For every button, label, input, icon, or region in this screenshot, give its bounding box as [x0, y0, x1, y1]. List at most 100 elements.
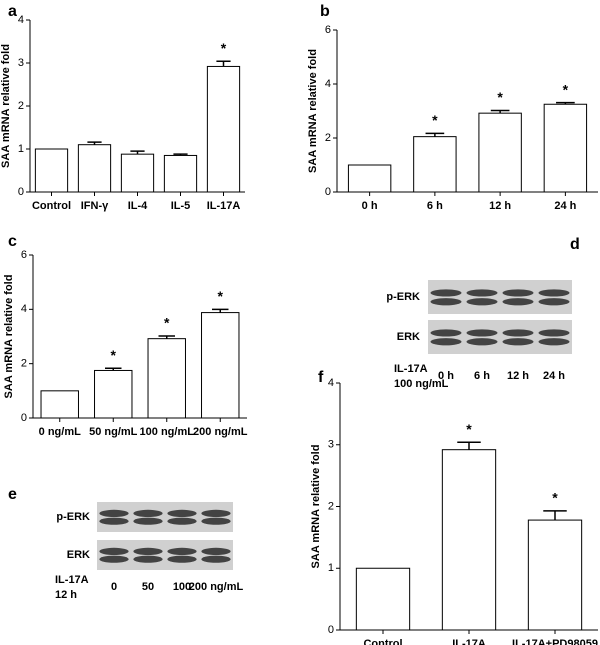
- significance-marker: *: [563, 81, 569, 97]
- blot-band: [99, 555, 129, 563]
- treatment-label: 12 h: [55, 589, 77, 601]
- panel-label: d: [570, 236, 580, 253]
- y-tick-label: 4: [325, 78, 331, 90]
- blot-band: [201, 547, 231, 556]
- y-tick-label: 4: [328, 377, 334, 389]
- x-tick-label: 0 h: [362, 200, 378, 212]
- y-tick-label: 1: [18, 143, 24, 155]
- blot-band: [538, 289, 570, 297]
- blot-band: [466, 289, 498, 297]
- blot-membrane: [428, 320, 572, 354]
- error-bar: [490, 109, 510, 114]
- blot-band: [99, 509, 129, 517]
- blot-band: [502, 329, 534, 337]
- error-bar: [158, 335, 175, 339]
- bar: [355, 567, 411, 631]
- y-axis-label: SAA mRNA relative fold: [0, 44, 12, 168]
- blot-band: [99, 547, 129, 556]
- blot-band: [502, 289, 534, 297]
- bar: [347, 164, 392, 193]
- error-bar: [216, 60, 231, 67]
- x-tick-label: IL-17A: [207, 200, 241, 212]
- x-tick-label: Control: [32, 200, 71, 212]
- lane-label: 24 h: [543, 370, 565, 382]
- bar: [201, 312, 240, 419]
- bar: [34, 148, 69, 193]
- y-axis-label: SAA mRNA relative fold: [310, 445, 322, 569]
- significance-marker: *: [432, 112, 438, 128]
- blot-row-label: ERK: [67, 549, 90, 561]
- bar: [206, 65, 241, 193]
- blot-band: [466, 338, 498, 346]
- blot-band: [430, 289, 462, 297]
- error-bar: [556, 101, 575, 105]
- significance-marker: *: [466, 421, 472, 437]
- blot-band: [133, 555, 163, 563]
- y-tick-label: 3: [328, 439, 334, 451]
- bar: [77, 144, 112, 193]
- panel-label: b: [320, 3, 330, 20]
- y-tick-label: 0: [18, 186, 24, 198]
- bar: [40, 390, 79, 419]
- significance-marker: *: [497, 89, 503, 105]
- blot-band: [466, 298, 498, 306]
- blot-band: [133, 547, 163, 556]
- y-tick-label: 3: [18, 57, 24, 69]
- bar: [147, 338, 186, 419]
- blot-band: [430, 298, 462, 306]
- blot-band: [133, 517, 163, 525]
- lane-label: 6 h: [474, 370, 490, 382]
- blot-band: [167, 509, 197, 517]
- blot-band: [201, 509, 231, 517]
- blot-band: [502, 338, 534, 346]
- x-tick-label: 100 ng/mL: [140, 426, 195, 438]
- blot-band: [201, 555, 231, 563]
- panel-label: c: [8, 233, 17, 250]
- bar: [94, 369, 133, 419]
- blot-band: [201, 517, 231, 525]
- panel-label: e: [8, 486, 17, 503]
- y-tick-label: 2: [325, 132, 331, 144]
- lane-label: 50: [142, 581, 154, 593]
- blot-membrane: [428, 280, 572, 314]
- blot-band: [133, 509, 163, 517]
- x-tick-label: IL-5: [171, 200, 191, 212]
- error-bar: [543, 510, 567, 521]
- significance-marker: *: [164, 315, 170, 331]
- blot-band: [538, 338, 570, 346]
- bar: [120, 153, 155, 193]
- error-bar: [105, 367, 122, 371]
- x-tick-label: IL-17A+PD98059: [512, 638, 598, 645]
- blot-band: [167, 555, 197, 563]
- x-tick-label: 50 ng/mL: [89, 426, 138, 438]
- bar: [478, 112, 522, 193]
- y-tick-label: 0: [21, 412, 27, 424]
- y-tick-label: 4: [18, 14, 24, 26]
- y-tick-label: 0: [328, 624, 334, 636]
- treatment-label: 100 ng/mL: [394, 378, 449, 390]
- x-tick-label: 12 h: [489, 200, 511, 212]
- significance-marker: *: [218, 288, 224, 304]
- blot-band: [430, 329, 462, 337]
- blot-band: [466, 329, 498, 337]
- bar: [543, 103, 588, 193]
- x-tick-label: 24 h: [554, 200, 576, 212]
- error-bar: [457, 441, 481, 450]
- y-tick-label: 2: [328, 500, 334, 512]
- error-bar: [425, 132, 445, 137]
- blot-band: [99, 517, 129, 525]
- lane-label: 0 h: [438, 370, 454, 382]
- treatment-label: IL-17A: [394, 363, 428, 375]
- bar: [527, 519, 583, 631]
- blot-band: [538, 329, 570, 337]
- blot-band: [502, 298, 534, 306]
- blot-membrane: [97, 540, 233, 570]
- error-bar: [87, 141, 102, 145]
- y-axis-label: SAA mRNA relative fold: [307, 49, 319, 173]
- x-tick-label: Control: [363, 638, 402, 645]
- y-tick-label: 6: [325, 24, 331, 36]
- y-tick-label: 6: [21, 249, 27, 261]
- blot-row-label: p-ERK: [56, 511, 90, 523]
- y-tick-label: 4: [21, 303, 27, 315]
